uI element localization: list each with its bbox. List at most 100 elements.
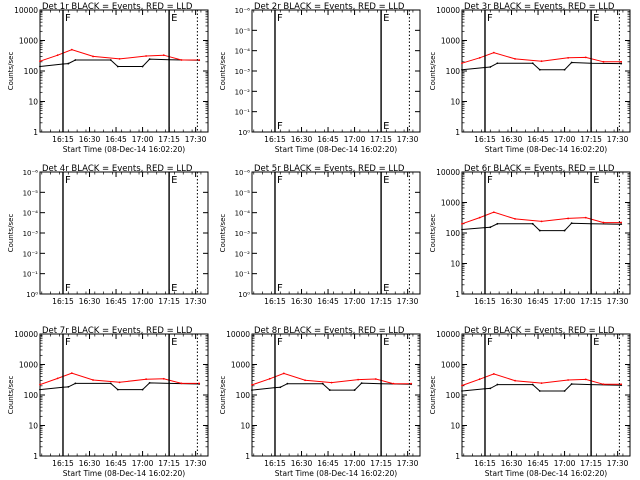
data-point bbox=[118, 57, 121, 60]
y-tick-label: 10⁻⁴ bbox=[235, 48, 251, 56]
data-point bbox=[148, 381, 151, 384]
time-marker-label: E bbox=[383, 337, 389, 348]
y-tick-label: 10⁻¹ bbox=[23, 271, 39, 279]
data-point bbox=[496, 62, 499, 65]
data-point bbox=[570, 383, 573, 385]
y-tick-label: 10 bbox=[450, 98, 460, 107]
chart-panel-2: Det 2r BLACK = Events, RED = LLD Counts/s… bbox=[219, 2, 421, 154]
data-point bbox=[56, 377, 59, 380]
time-marker-label: F bbox=[65, 175, 71, 186]
data-point bbox=[620, 221, 623, 224]
chart-title: Det 1r BLACK = Events, RED = LLD bbox=[42, 2, 193, 12]
x-tick-label: 16:45 bbox=[527, 297, 549, 306]
y-tick-label: 10000 bbox=[14, 330, 38, 339]
data-point bbox=[286, 382, 289, 385]
time-marker-label: E bbox=[383, 175, 389, 186]
data-point bbox=[304, 379, 306, 382]
y-tick-label: 10 bbox=[450, 260, 460, 269]
y-tick-label: 10⁻⁴ bbox=[235, 210, 251, 218]
y-tick-label: 10⁻² bbox=[23, 250, 39, 258]
x-tick-label: 17:00 bbox=[132, 459, 154, 468]
x-axis-label: Start Time (08-Dec-14 16:02:20) bbox=[275, 469, 397, 478]
x-tick-label: 17:15 bbox=[580, 459, 602, 468]
time-marker-label: E bbox=[171, 283, 177, 294]
x-tick-label: 17:15 bbox=[158, 459, 180, 468]
x-tick-label: 17:30 bbox=[397, 459, 419, 468]
plot-frame bbox=[251, 171, 421, 295]
data-point bbox=[514, 217, 516, 220]
y-axis-label: Counts/sec bbox=[429, 376, 437, 415]
time-marker-label: F bbox=[277, 337, 283, 348]
chart-title: Det 7r BLACK = Events, RED = LLD bbox=[42, 326, 193, 336]
x-tick-label: 16:45 bbox=[105, 297, 127, 306]
y-tick-label: 100 bbox=[446, 67, 461, 76]
chart-title: Det 8r BLACK = Events, RED = LLD bbox=[254, 326, 405, 336]
data-point bbox=[540, 60, 543, 63]
x-axis-label: Start Time (08-Dec-14 16:02:20) bbox=[63, 145, 185, 154]
y-tick-label: 100 bbox=[24, 67, 39, 76]
x-tick-label: 16:15 bbox=[474, 135, 496, 144]
x-tick-label: 16:45 bbox=[317, 459, 339, 468]
data-point bbox=[563, 68, 566, 71]
data-point bbox=[67, 62, 70, 65]
plot-frame bbox=[39, 171, 209, 295]
data-point bbox=[118, 381, 121, 384]
y-tick-label: 1000 bbox=[231, 361, 250, 370]
data-point bbox=[567, 56, 570, 59]
series-events bbox=[461, 222, 622, 232]
y-tick-label: 10⁻⁶ bbox=[235, 169, 251, 177]
x-tick-label: 16:30 bbox=[501, 135, 523, 144]
y-axis-label: Counts/sec bbox=[219, 52, 227, 91]
x-tick-label: 17:15 bbox=[370, 135, 392, 144]
data-point bbox=[39, 60, 41, 63]
y-tick-label: 1000 bbox=[441, 199, 460, 208]
data-point bbox=[268, 377, 271, 380]
x-axis-label: Start Time (08-Dec-14 16:02:20) bbox=[275, 145, 397, 154]
y-axis-label: Counts/sec bbox=[219, 214, 227, 253]
y-tick-label: 1 bbox=[245, 452, 250, 461]
chart-panel-5: Det 5r BLACK = Events, RED = LLD Counts/s… bbox=[219, 164, 421, 306]
plot-frame bbox=[461, 333, 631, 457]
data-point bbox=[478, 216, 481, 219]
y-tick-label: 100 bbox=[236, 391, 251, 400]
time-marker-label: E bbox=[171, 13, 177, 24]
data-point bbox=[492, 51, 495, 54]
y-tick-label: 10000 bbox=[436, 330, 460, 339]
data-point bbox=[563, 390, 566, 392]
x-tick-label: 16:45 bbox=[317, 135, 339, 144]
x-tick-label: 17:00 bbox=[344, 135, 366, 144]
data-point bbox=[538, 229, 541, 232]
data-point bbox=[620, 60, 623, 63]
x-tick-label: 17:00 bbox=[554, 459, 576, 468]
series-events bbox=[251, 382, 412, 391]
y-tick-label: 100 bbox=[446, 229, 461, 238]
data-point bbox=[357, 378, 360, 381]
data-point bbox=[461, 390, 463, 392]
x-tick-label: 17:00 bbox=[132, 297, 154, 306]
data-point bbox=[492, 373, 495, 375]
data-point bbox=[538, 390, 541, 392]
x-tick-label: 16:45 bbox=[105, 459, 127, 468]
data-point bbox=[461, 62, 463, 65]
plot-frame bbox=[251, 9, 421, 133]
data-point bbox=[478, 56, 481, 59]
data-point bbox=[540, 220, 543, 223]
data-point bbox=[148, 58, 151, 61]
data-point bbox=[70, 48, 73, 51]
y-tick-label: 10⁻⁶ bbox=[23, 169, 39, 177]
time-marker-label: F bbox=[65, 283, 71, 294]
y-tick-label: 10⁻⁵ bbox=[235, 27, 251, 35]
data-point bbox=[74, 59, 77, 61]
time-marker-label: E bbox=[593, 337, 599, 348]
data-point bbox=[198, 59, 201, 61]
data-point bbox=[374, 378, 377, 380]
time-marker-label: E bbox=[383, 121, 389, 132]
y-tick-label: 1000 bbox=[19, 37, 38, 46]
data-point bbox=[74, 382, 77, 385]
data-point bbox=[251, 383, 253, 386]
data-point bbox=[489, 387, 492, 390]
data-point bbox=[489, 226, 492, 229]
x-tick-label: 17:00 bbox=[344, 459, 366, 468]
y-tick-label: 10⁻⁴ bbox=[23, 210, 39, 218]
